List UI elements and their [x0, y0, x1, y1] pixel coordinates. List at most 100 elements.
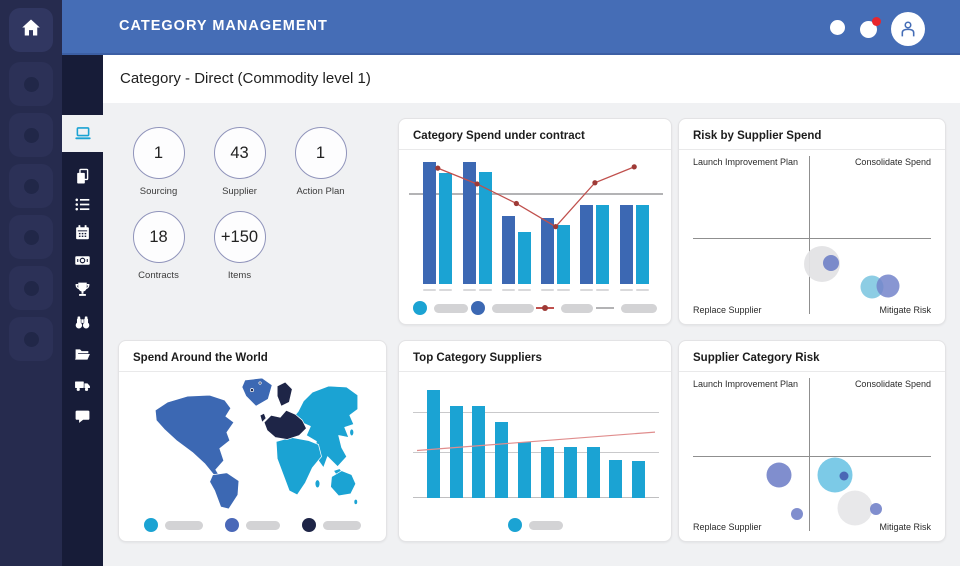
legend-dot — [413, 301, 427, 315]
bar[interactable] — [619, 204, 633, 284]
bar[interactable] — [426, 390, 440, 498]
legend-line — [595, 307, 614, 309]
bar[interactable] — [478, 171, 492, 284]
legend-item[interactable] — [507, 518, 563, 532]
laptop-icon — [74, 126, 91, 139]
sidebar-item-money[interactable] — [74, 252, 91, 269]
bar[interactable] — [439, 172, 453, 284]
legend-line — [536, 305, 555, 311]
bar[interactable] — [586, 447, 600, 498]
legend-label-redacted — [323, 520, 361, 530]
gridline — [413, 497, 659, 498]
quadrant-vertical-axis — [809, 378, 811, 531]
x-label-redacted — [517, 289, 531, 291]
kpi-items[interactable]: +150 Items — [199, 211, 280, 281]
bubble-3[interactable] — [839, 471, 848, 481]
kpi-value: 1 — [294, 127, 347, 179]
bar-chart — [413, 390, 659, 498]
sidebar-item-calendar[interactable] — [74, 224, 91, 241]
sidebar-placeholder-item[interactable] — [9, 62, 53, 106]
card-title: Spend Around the World — [133, 352, 268, 364]
sidebar-item-chat[interactable] — [74, 408, 91, 425]
page-title: Category - Direct (Commodity level 1) — [120, 70, 371, 87]
legend-label-redacted — [491, 303, 534, 313]
legend-dot — [302, 518, 316, 532]
sidebar-item-trophy[interactable] — [74, 281, 91, 298]
legend-item[interactable] — [413, 301, 468, 315]
sidebar-placeholder-item[interactable] — [9, 317, 53, 361]
quadrant-label-top-right: Consolidate Spend — [854, 379, 931, 389]
sidebar-item-binoculars[interactable] — [74, 314, 91, 331]
kpi-action-plan[interactable]: 1 Action Plan — [280, 127, 361, 197]
quadrant-label-bottom-left: Replace Supplier — [693, 305, 762, 315]
bar[interactable] — [635, 204, 649, 284]
sidebar-item-dashboard-active[interactable] — [62, 115, 103, 152]
kpi-contracts[interactable]: 18 Contracts — [118, 211, 199, 281]
bar[interactable] — [495, 422, 509, 498]
bar[interactable] — [518, 441, 532, 498]
calendar-icon — [76, 225, 89, 240]
placeholder-icon — [23, 331, 39, 347]
legend-item[interactable] — [536, 303, 594, 313]
x-label-dash-group — [423, 289, 453, 291]
bar[interactable] — [540, 447, 554, 498]
bar[interactable] — [472, 406, 486, 498]
sidebar-item-truck[interactable] — [74, 377, 91, 394]
legend-item[interactable] — [470, 301, 534, 315]
card-top-category-suppliers: Top Category Suppliers — [398, 340, 672, 542]
bar[interactable] — [541, 218, 555, 284]
x-axis-labels-redacted — [413, 289, 659, 291]
page-header: Category - Direct (Commodity level 1) — [103, 55, 960, 103]
sidebar-home-button[interactable] — [9, 8, 53, 52]
quadrant-label-bottom-right: Mitigate Risk — [879, 522, 931, 532]
bar[interactable] — [423, 162, 437, 284]
copy-pages-icon — [77, 168, 89, 184]
sidebar-placeholder-item[interactable] — [9, 113, 53, 157]
legend-item[interactable] — [225, 518, 280, 532]
bubble-1[interactable] — [766, 462, 792, 488]
notification-badge — [872, 17, 881, 26]
sidebar-item-list[interactable] — [74, 196, 91, 213]
bar[interactable] — [632, 461, 646, 498]
legend-item[interactable] — [595, 303, 657, 313]
bar[interactable] — [449, 406, 463, 498]
bar[interactable] — [517, 231, 531, 284]
inner-sidebar — [62, 55, 103, 566]
trend-line — [417, 431, 655, 452]
bubble-4[interactable] — [837, 490, 873, 526]
card-category-spend-under-contract: Category Spend under contract — [398, 118, 672, 325]
x-label-redacted — [423, 289, 437, 291]
status-dot-icon[interactable] — [830, 20, 845, 35]
bar[interactable] — [580, 204, 594, 284]
quadrant-label-top-left: Launch Improvement Plan — [693, 379, 799, 389]
gridline — [413, 411, 659, 413]
divider — [399, 149, 671, 150]
sidebar-item-copy-pages[interactable] — [74, 168, 91, 185]
bubble-5[interactable] — [870, 502, 883, 515]
folder-open-icon — [75, 349, 90, 360]
x-label-dash-group — [462, 289, 492, 291]
bubble-2[interactable] — [822, 255, 839, 272]
x-label-redacted — [580, 289, 594, 291]
kpi-supplier[interactable]: 43 Supplier — [199, 127, 280, 197]
bar[interactable] — [563, 447, 577, 498]
x-label-redacted — [541, 289, 555, 291]
chat-icon — [75, 410, 90, 423]
bar[interactable] — [596, 204, 610, 284]
user-avatar[interactable] — [891, 12, 925, 46]
sidebar-item-folder-open[interactable] — [74, 346, 91, 363]
notifications-icon[interactable] — [860, 17, 881, 38]
trend-line-overlay — [435, 164, 637, 230]
sidebar-placeholder-item[interactable] — [9, 164, 53, 208]
sidebar-placeholder-item[interactable] — [9, 215, 53, 259]
kpi-sourcing[interactable]: 1 Sourcing — [118, 127, 199, 197]
legend-item[interactable] — [302, 518, 361, 532]
bubble-4[interactable] — [876, 274, 900, 298]
bar[interactable] — [609, 460, 623, 498]
bar[interactable] — [557, 225, 571, 284]
legend-item[interactable] — [144, 518, 203, 532]
bar[interactable] — [501, 215, 515, 284]
bubble-6[interactable] — [790, 507, 803, 520]
bar[interactable] — [462, 162, 476, 284]
sidebar-placeholder-item[interactable] — [9, 266, 53, 310]
